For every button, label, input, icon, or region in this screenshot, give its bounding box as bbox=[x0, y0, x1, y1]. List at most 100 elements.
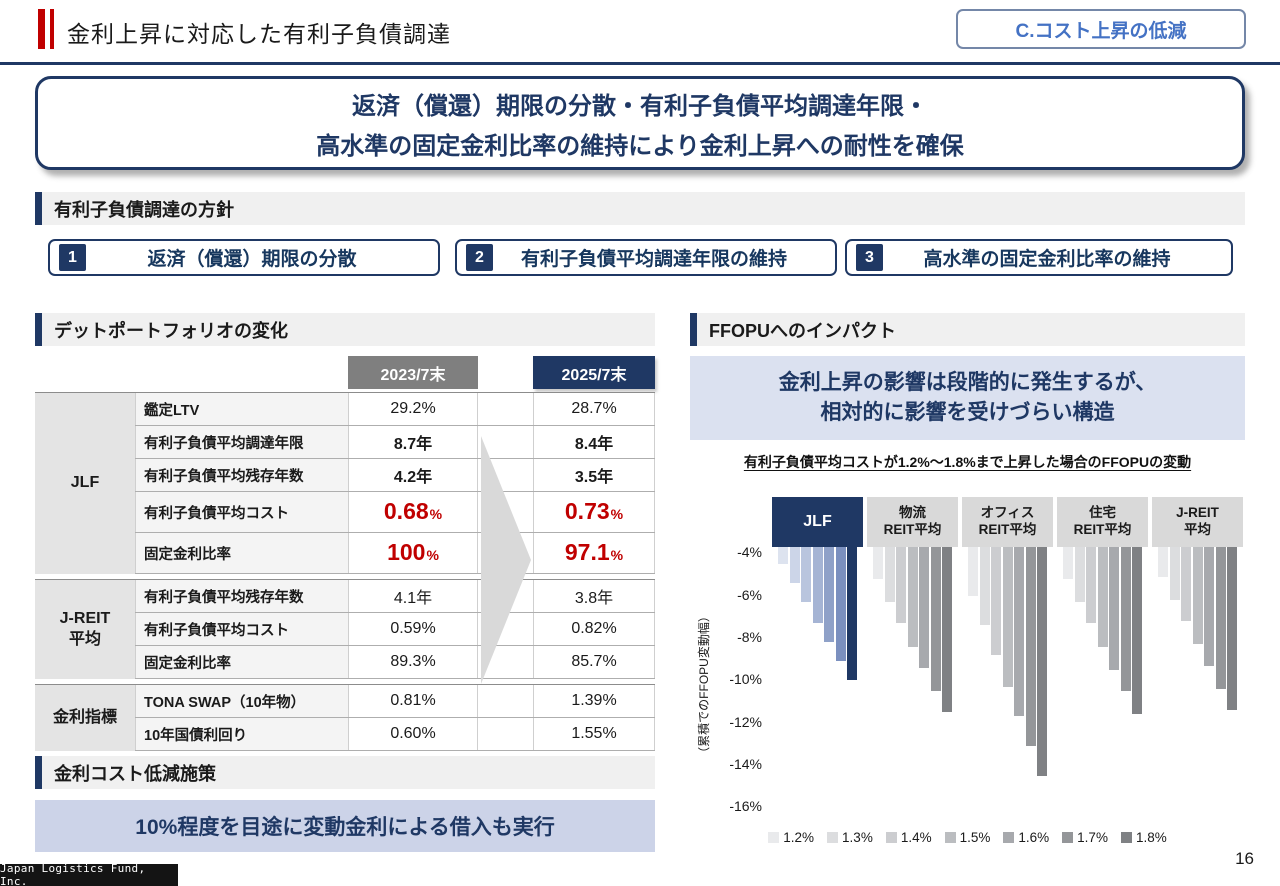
y-axis-tick-label: -12% bbox=[729, 713, 762, 730]
chart-bar bbox=[979, 547, 990, 626]
chart-bar bbox=[847, 547, 857, 681]
table-row: TONA SWAP（10年物） 0.81% 1.39% bbox=[135, 685, 655, 718]
section-heading-ffopu-impact: FFOPUへのインパクト bbox=[690, 313, 1245, 346]
row-value: 0.60% bbox=[348, 718, 478, 750]
cost-reduction-message: 10%程度を目途に変動金利による借入も実行 bbox=[35, 800, 655, 852]
y-axis-tick-label: -6% bbox=[737, 586, 762, 603]
legend-item: 1.6% bbox=[1003, 830, 1049, 845]
legend-item: 1.2% bbox=[768, 830, 814, 845]
page-number: 16 bbox=[1235, 849, 1254, 868]
row-value: 100% bbox=[348, 533, 478, 573]
legend-swatch bbox=[768, 832, 780, 843]
legend-swatch bbox=[827, 832, 839, 843]
chart-bar bbox=[896, 547, 906, 624]
y-axis-tick-label: -4% bbox=[737, 544, 762, 561]
chart-category-header: オフィス REIT平均 bbox=[962, 497, 1053, 547]
ffopu-bar-chart: （累積でのFFOPU変動幅） JLF 物流 REIT平均 オフィス REIT平均 住宅 RE… bbox=[690, 497, 1245, 859]
category-badge: C.コスト上昇の低減 bbox=[956, 9, 1246, 49]
section-heading-text: デットポートフォリオの変化 bbox=[54, 320, 288, 341]
policy-item-2-label: 有利子負債平均調達年限の維持 bbox=[520, 249, 787, 270]
chart-bar bbox=[1074, 547, 1085, 602]
chart-bar bbox=[942, 547, 952, 713]
table-group-rows: 有利子負債平均残存年数 4.1年 3.8年 有利子負債平均コスト 0.59% 0.82% 固… bbox=[135, 580, 655, 679]
policy-item-1-number: 1 bbox=[59, 244, 86, 271]
key-message-box: 返済（償還）期限の分散・有利子負債平均調達年限・ 高水準の固定金利比率の維持によ… bbox=[35, 76, 1245, 170]
table-group-rows: 鑑定LTV 29.2% 28.7% 有利子負債平均調達年限 8.7年 8.4年 有利子負債平… bbox=[135, 393, 655, 574]
legend-swatch bbox=[944, 832, 956, 843]
chart-bar bbox=[1097, 547, 1108, 647]
table-group: 金利指標 TONA SWAP（10年物） 0.81% 1.39% 10年国債利回り 0.6… bbox=[35, 684, 655, 751]
row-value: 0.81% bbox=[348, 685, 478, 717]
chart-legend: 1.2% 1.3% 1.4% 1.5% 1.6% 1.7% 1.8% bbox=[690, 830, 1245, 845]
section-heading-text: 有利子負債調達の方針 bbox=[54, 199, 234, 220]
impact-message-line-1: 金利上昇の影響は段階的に発生するが、 bbox=[778, 370, 1157, 394]
company-logo: Japan Logistics Fund, Inc. bbox=[0, 862, 178, 886]
row-value: 89.3% bbox=[348, 646, 478, 678]
chart-category-header: 物流 REIT平均 bbox=[867, 497, 958, 547]
row-value: 0.59% bbox=[348, 613, 478, 645]
y-axis-tick-label: -8% bbox=[737, 629, 762, 645]
policy-item-1: 1 返済（償還）期限の分散 bbox=[48, 239, 440, 276]
debt-portfolio-table: JLF 鑑定LTV 29.2% 28.7% 有利子負債平均調達年限 8.7年 8.4年 有利子… bbox=[35, 392, 655, 756]
row-value: 97.1% bbox=[533, 533, 655, 573]
row-gap bbox=[478, 685, 533, 717]
header-divider bbox=[0, 62, 1280, 65]
row-value: 1.55% bbox=[533, 718, 655, 750]
impact-message-box: 金利上昇の影響は段階的に発生するが、 相対的に影響を受けづらい構造 bbox=[690, 356, 1245, 440]
table-row: 有利子負債平均残存年数 4.1年 3.8年 bbox=[135, 580, 655, 613]
chart-bar bbox=[801, 547, 811, 602]
section-accent-bar bbox=[35, 313, 42, 346]
column-header-2023: 2023/7末 bbox=[348, 356, 478, 389]
chart-category-headers: JLF 物流 REIT平均 オフィス REIT平均 住宅 REIT平均 J-REIT 平均 bbox=[770, 497, 1245, 547]
chart-bar bbox=[873, 547, 883, 579]
legend-item: 1.5% bbox=[944, 830, 990, 845]
table-row: 固定金利比率 100% 97.1% bbox=[135, 533, 655, 574]
chart-bar bbox=[930, 547, 941, 691]
table-group-name: JLF bbox=[35, 393, 135, 574]
section-heading-policy: 有利子負債調達の方針 bbox=[35, 192, 1245, 225]
legend-item: 1.7% bbox=[1062, 830, 1108, 845]
chart-bar bbox=[1014, 547, 1024, 717]
table-row: 有利子負債平均コスト 0.68% 0.73% bbox=[135, 492, 655, 533]
table-group: JLF 鑑定LTV 29.2% 28.7% 有利子負債平均調達年限 8.7年 8.4年 有利子… bbox=[35, 392, 655, 574]
section-accent-bar bbox=[35, 756, 42, 789]
section-heading-text: 金利コスト低減施策 bbox=[54, 763, 216, 784]
chart-category-header: JLF bbox=[772, 497, 863, 547]
row-value: 4.2年 bbox=[348, 459, 478, 491]
table-row: 有利子負債平均調達年限 8.7年 8.4年 bbox=[135, 426, 655, 459]
chart-category-header: J-REIT 平均 bbox=[1152, 497, 1243, 547]
table-row: 鑑定LTV 29.2% 28.7% bbox=[135, 393, 655, 426]
section-accent-bar bbox=[690, 313, 697, 346]
chart-bar bbox=[919, 547, 929, 668]
legend-swatch bbox=[1120, 832, 1132, 843]
row-label: 固定金利比率 bbox=[135, 646, 348, 678]
policy-item-2: 2 有利子負債平均調達年限の維持 bbox=[455, 239, 837, 276]
policy-item-3: 3 高水準の固定金利比率の維持 bbox=[845, 239, 1233, 276]
table-group-rows: TONA SWAP（10年物） 0.81% 1.39% 10年国債利回り 0.60% 1.… bbox=[135, 685, 655, 751]
row-label: 有利子負債平均調達年限 bbox=[135, 426, 348, 458]
policy-item-2-number: 2 bbox=[466, 244, 493, 271]
row-value: 0.73% bbox=[533, 492, 655, 532]
chart-category-header: 住宅 REIT平均 bbox=[1057, 497, 1148, 547]
chart-bar bbox=[1037, 547, 1047, 776]
chart-bar bbox=[1120, 547, 1131, 691]
chart-bar bbox=[1227, 547, 1237, 710]
chart-bar bbox=[1204, 547, 1214, 666]
y-axis-tick-label: -14% bbox=[729, 756, 762, 772]
row-label: 有利子負債平均コスト bbox=[135, 613, 348, 645]
y-axis-tick-label: -16% bbox=[729, 798, 762, 815]
section-heading-debt-portfolio: デットポートフォリオの変化 bbox=[35, 313, 655, 346]
y-axis-label: （累積でのFFOPU変動幅） bbox=[697, 610, 711, 759]
table-group: J-REIT 平均 有利子負債平均残存年数 4.1年 3.8年 有利子負債平均コスト 0.5… bbox=[35, 579, 655, 679]
policy-item-3-label: 高水準の固定金利比率の維持 bbox=[923, 249, 1171, 270]
title-accent-bar-thick bbox=[38, 9, 45, 49]
row-gap bbox=[478, 393, 533, 425]
chart-bar bbox=[991, 547, 1001, 655]
title-accent-bar-thin bbox=[50, 9, 54, 49]
row-value: 3.8年 bbox=[533, 580, 655, 612]
table-group-name: J-REIT 平均 bbox=[35, 580, 135, 679]
row-value: 0.68% bbox=[348, 492, 478, 532]
chart-bar bbox=[835, 547, 846, 662]
section-accent-bar bbox=[35, 192, 42, 225]
